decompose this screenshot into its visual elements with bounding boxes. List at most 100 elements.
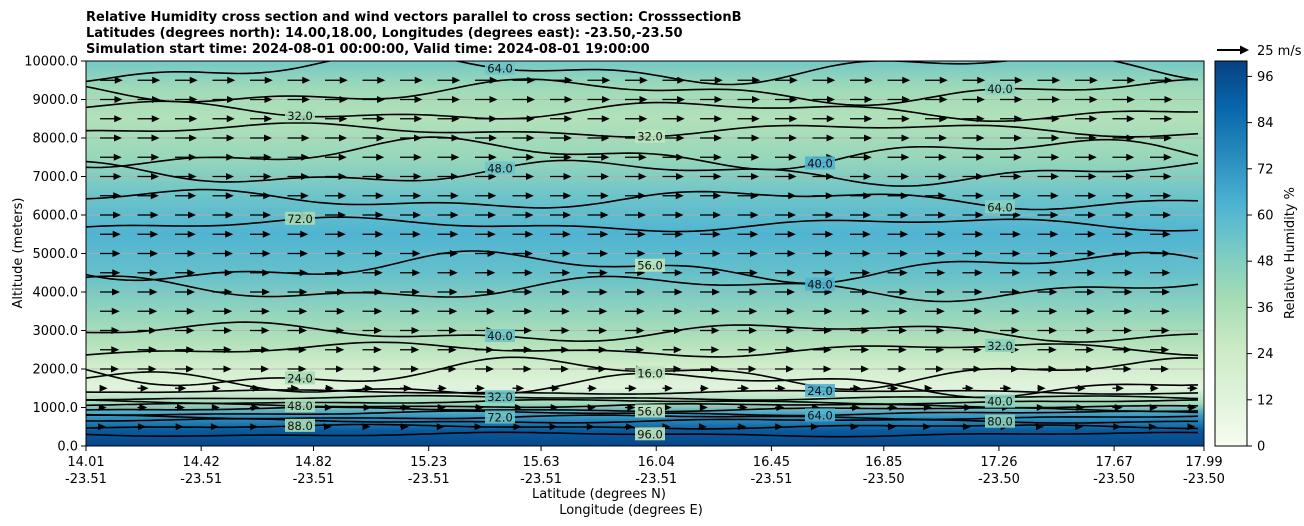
wind-vector-head	[1126, 153, 1135, 161]
wind-vector-head	[786, 365, 794, 373]
wind-vector-head	[140, 384, 149, 392]
wind-vector-head	[937, 269, 946, 277]
wind-vector-head	[789, 115, 798, 123]
wind-vector-head	[475, 404, 484, 411]
wind-vector-head	[628, 384, 637, 392]
wind-vector-head	[899, 288, 908, 296]
wind-vector-head	[414, 115, 423, 123]
wind-vector-head	[224, 269, 233, 277]
wind-vector-head	[151, 134, 160, 142]
wind-vector-head	[373, 346, 382, 354]
wind-vector-head	[362, 423, 371, 431]
colorbar-tick-label: 84	[1257, 116, 1274, 131]
wind-vector-head	[149, 327, 157, 334]
wind-vector-head	[1050, 192, 1059, 200]
wind-vector-head	[751, 134, 760, 142]
wind-vector-head	[825, 192, 834, 200]
wind-vector-head	[476, 384, 485, 392]
wind-vector-head	[1162, 288, 1170, 296]
wind-vector-head	[526, 134, 535, 142]
wind-vector-head	[1011, 365, 1019, 373]
colorbar-tick-label: 48	[1257, 255, 1274, 270]
wind-vector-head	[676, 153, 685, 161]
wind-vector-head	[939, 115, 948, 123]
wind-vector-head	[299, 327, 307, 334]
wind-vectors	[98, 76, 1198, 431]
wind-vector-head	[226, 115, 235, 123]
y-tick-label: 2000.0	[33, 363, 79, 378]
wind-vector-head	[411, 365, 419, 373]
wind-vector-head	[823, 346, 832, 354]
wind-vector-head	[863, 211, 871, 219]
wind-vector-head	[977, 76, 986, 84]
wind-vector-head	[639, 76, 648, 84]
wind-vector-head	[186, 365, 194, 373]
wind-vector-head	[777, 384, 786, 392]
wind-vector-head	[187, 250, 196, 257]
wind-vector-head	[151, 115, 160, 123]
wind-vector-head	[787, 230, 796, 238]
wind-vector-head	[488, 192, 497, 200]
wind-vector-head	[598, 346, 607, 354]
wind-vector-head	[111, 307, 120, 315]
wind-vector-head	[300, 230, 309, 238]
wind-vector-head	[924, 384, 933, 392]
wind-vector-head	[1036, 404, 1045, 411]
contour-line	[86, 159, 1199, 187]
wind-vector-head	[827, 76, 836, 84]
wind-vector-head	[936, 307, 945, 315]
wind-vector-head	[150, 250, 158, 257]
wind-vector-head	[1014, 76, 1023, 84]
wind-vector-head	[338, 211, 346, 219]
colorbar-tick-label: 96	[1257, 70, 1274, 85]
wind-vector-head	[375, 250, 383, 257]
wind-vector-head	[449, 307, 458, 315]
wind-vector-head	[1161, 365, 1169, 373]
wind-vector-head	[698, 423, 707, 431]
wind-vector-head	[150, 192, 159, 200]
wind-vector-head	[810, 423, 819, 431]
wind-vector-head	[177, 404, 186, 411]
wind-vector-head	[487, 230, 496, 238]
wind-vector-head	[149, 288, 158, 296]
wind-vector-head	[923, 423, 932, 431]
wind-vector-head	[263, 173, 272, 180]
wind-vector-head	[748, 346, 757, 354]
wind-vector-head	[414, 134, 422, 142]
colorbar-bar	[1214, 60, 1248, 447]
wind-vector-head	[562, 250, 571, 257]
wind-vector-head	[225, 211, 234, 219]
wind-vector-head	[749, 307, 758, 315]
wind-vector-head	[336, 346, 345, 354]
wind-vector-head	[226, 173, 234, 180]
wind-vector-head	[973, 346, 982, 354]
wind-vector-head	[114, 76, 123, 84]
wind-vector-head	[264, 115, 273, 123]
wind-vector-head	[864, 115, 873, 123]
wind-vector-head	[752, 76, 761, 84]
wind-vector-head	[261, 327, 270, 334]
wind-vector-head	[1089, 115, 1098, 123]
wind-vector-head	[750, 250, 758, 257]
wind-vector-head	[336, 307, 345, 315]
wind-vector-head	[861, 365, 869, 373]
wind-vector-head	[486, 365, 494, 373]
wind-vector-head	[112, 250, 121, 257]
wind-vector-head	[474, 423, 483, 431]
wind-vector-head	[376, 115, 385, 123]
wind-vector-head	[450, 192, 459, 200]
contour-line	[86, 100, 1199, 122]
wind-vector-head	[600, 211, 609, 219]
wind-vector-head	[739, 404, 748, 411]
wind-vector-head	[1011, 307, 1020, 315]
wind-vector-head	[448, 346, 457, 354]
wind-vector-head	[525, 230, 534, 238]
wind-vector-head	[526, 153, 535, 161]
wind-vector-head	[1052, 76, 1061, 84]
wind-vector-head	[1089, 96, 1098, 103]
wind-vector-head	[564, 115, 573, 123]
wind-vector-head	[889, 404, 898, 411]
quiver-key-label: 25 m/s	[1257, 44, 1302, 59]
wind-vector-head	[714, 134, 722, 142]
